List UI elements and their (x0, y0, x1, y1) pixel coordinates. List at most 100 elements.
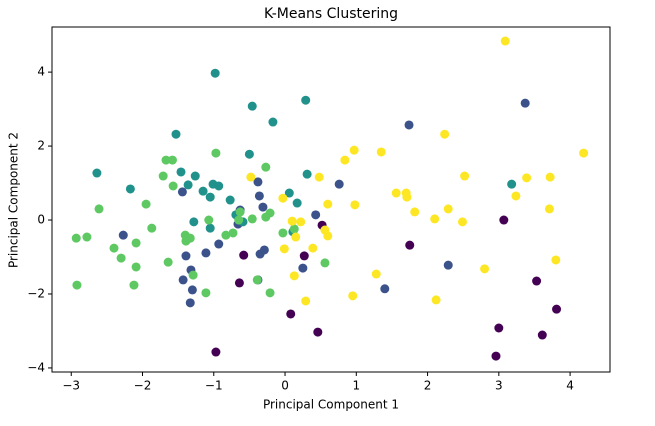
point (198, 186, 208, 196)
point (247, 101, 257, 111)
point (350, 200, 360, 210)
point (187, 285, 197, 295)
point (258, 202, 268, 212)
point (320, 258, 330, 268)
point (460, 171, 470, 181)
chart-title: K-Means Clustering (264, 6, 398, 22)
point (171, 129, 181, 139)
point (246, 172, 256, 182)
point (253, 177, 263, 187)
point (296, 217, 306, 227)
point (301, 95, 311, 105)
plot-frame (51, 26, 611, 373)
point (443, 204, 453, 214)
point (278, 193, 288, 203)
y-tick-label: 0 (37, 213, 45, 227)
point (265, 208, 275, 218)
point (163, 257, 173, 267)
point (404, 120, 414, 130)
point (499, 215, 509, 225)
point (244, 149, 254, 159)
point (221, 230, 231, 240)
point (532, 276, 542, 286)
point (185, 298, 195, 308)
point (268, 117, 278, 127)
point (544, 204, 554, 214)
point (311, 210, 321, 220)
point (118, 230, 128, 240)
point (94, 204, 104, 214)
point (71, 233, 81, 243)
point (181, 251, 191, 261)
point (334, 179, 344, 189)
point (278, 228, 288, 238)
point (286, 309, 296, 319)
point (308, 243, 318, 253)
point (299, 251, 309, 261)
point (289, 271, 299, 281)
point (82, 232, 92, 242)
y-axis-label: Principal Component 2 (7, 132, 21, 268)
y-tick-label: 4 (37, 65, 45, 79)
point (551, 255, 561, 265)
point (211, 347, 221, 357)
point (167, 155, 177, 165)
point (511, 191, 521, 201)
point (323, 231, 333, 241)
point (545, 172, 555, 182)
x-tick-label: 1 (352, 379, 360, 393)
point (287, 216, 297, 226)
point (129, 280, 139, 290)
point (520, 98, 530, 108)
point (340, 155, 350, 165)
point (522, 173, 532, 183)
point (176, 167, 186, 177)
point (431, 295, 441, 305)
point (205, 223, 215, 233)
point (168, 181, 178, 191)
point (507, 179, 517, 189)
point (480, 264, 490, 274)
point (247, 214, 257, 224)
x-tick-label: −2 (134, 379, 152, 393)
x-tick-label: −1 (205, 379, 223, 393)
point (204, 215, 214, 225)
point (371, 269, 381, 279)
point (158, 171, 168, 181)
point (92, 168, 102, 178)
point (313, 327, 323, 337)
point (131, 262, 141, 272)
y-tick-label: −2 (27, 286, 45, 300)
point (190, 171, 200, 181)
point (161, 155, 171, 165)
point (579, 148, 589, 158)
point (177, 187, 187, 197)
point (410, 207, 420, 217)
point (188, 270, 198, 280)
point (147, 223, 157, 233)
x-tick-label: 0 (281, 379, 289, 393)
point (252, 275, 262, 285)
point (376, 147, 386, 157)
x-axis-label: Principal Component 1 (263, 398, 399, 412)
point (291, 232, 301, 242)
point (210, 68, 220, 78)
point (301, 296, 311, 306)
point (380, 284, 390, 294)
point (131, 238, 141, 248)
point (491, 351, 501, 361)
point (552, 304, 562, 314)
point (302, 169, 312, 179)
point (457, 217, 467, 227)
point (125, 184, 135, 194)
point (189, 217, 199, 227)
point (109, 243, 119, 253)
point (314, 172, 324, 182)
point (205, 192, 215, 202)
point (402, 192, 412, 202)
point (234, 215, 244, 225)
y-tick-label: 2 (37, 139, 45, 153)
point (214, 239, 224, 249)
point (72, 280, 82, 290)
